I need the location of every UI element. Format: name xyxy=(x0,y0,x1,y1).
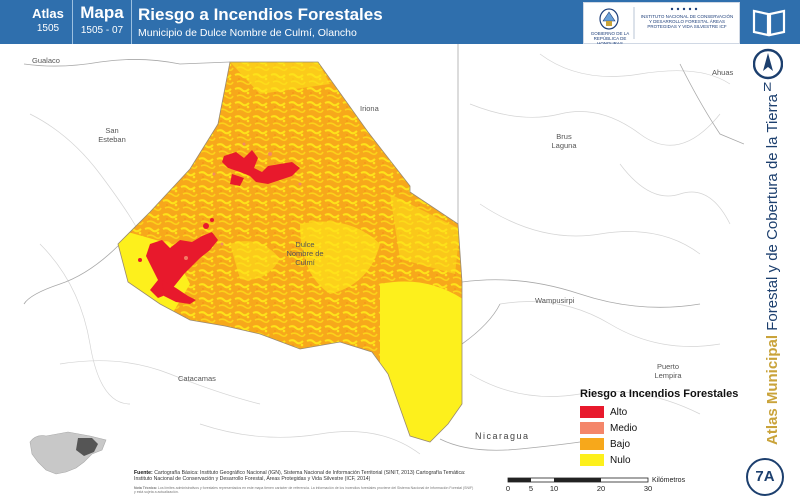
vertical-title-rest: Forestal y de Cobertura de la Tierra xyxy=(764,94,781,335)
source-label: Fuente: xyxy=(134,470,153,476)
legend-label-medio: Medio xyxy=(610,422,638,434)
logo-left-text: GOBIERNO DE LA REPÚBLICA DE HONDURAS xyxy=(590,31,630,46)
place-label-dulce-nombre: Dulce Nombre de Culmí xyxy=(286,240,324,267)
atlas-label: Atlas xyxy=(32,6,64,21)
scale-tick-5: 5 xyxy=(528,484,534,493)
institution-logos: GOBIERNO DE LA REPÚBLICA DE HONDURAS INS… xyxy=(583,2,740,46)
legend-label-bajo: Bajo xyxy=(610,438,631,450)
technical-note: Nota Técnica: Los límites administrativo… xyxy=(134,486,474,494)
atlas-code: 1505 xyxy=(36,23,60,34)
mapa-box: Mapa 1505 - 07 xyxy=(72,0,132,44)
legend-swatch-alto xyxy=(580,406,604,418)
coat-of-arms-icon xyxy=(599,7,698,39)
scale-tick-30: 30 xyxy=(643,484,653,493)
map-area: Gualaco San Esteban Iriona Brus Laguna A… xyxy=(0,44,744,500)
locator-map xyxy=(29,431,107,475)
place-label-nicaragua: Nicaragua xyxy=(475,431,530,441)
scale-unit: Kilómetros xyxy=(652,477,686,484)
legend-item-nulo: Nulo xyxy=(580,452,750,468)
place-label-puerto-lempira: Puerto Lempira xyxy=(654,362,682,380)
atlas-box: Atlas 1505 xyxy=(28,0,68,44)
scale-tick-0: 0 xyxy=(505,484,511,493)
place-label-iriona: Iriona xyxy=(360,104,379,113)
legend-swatch-bajo xyxy=(580,438,604,450)
legend-label-nulo: Nulo xyxy=(610,454,631,466)
scale-tick-10: 10 xyxy=(549,484,559,493)
place-label-brus-laguna: Brus Laguna xyxy=(551,132,577,150)
scale-bar-graphic xyxy=(507,477,649,483)
place-label-san-esteban: San Esteban xyxy=(98,126,126,144)
technical-note-label: Nota Técnica: xyxy=(134,486,157,490)
legend-item-alto: Alto xyxy=(580,404,750,420)
page-subtitle: Municipio de Dulce Nombre de Culmí, Olan… xyxy=(138,27,357,39)
legend-item-medio: Medio xyxy=(580,420,750,436)
scale-tick-20: 20 xyxy=(596,484,606,493)
river-lines xyxy=(29,53,731,455)
mapa-label: Mapa xyxy=(80,3,124,22)
boundary-lines xyxy=(23,44,744,451)
header-bar: Atlas 1505 Mapa 1505 - 07 Riesgo a Incen… xyxy=(0,0,800,46)
vertical-atlas-title: Atlas Municipal Forestal y de Cobertura … xyxy=(764,94,781,445)
source-text: Cartografía Básica: Instituto Geográfico… xyxy=(134,470,466,482)
header-titles: Riesgo a Incendios Forestales Municipio … xyxy=(138,5,383,39)
source-note: Fuente: Cartografía Básica: Instituto Ge… xyxy=(134,470,474,482)
legend-label-alto: Alto xyxy=(610,406,628,418)
legend-title: Riesgo a Incendios Forestales xyxy=(580,388,739,400)
page-title: Riesgo a Incendios Forestales xyxy=(138,5,383,24)
legend-item-bajo: Bajo xyxy=(580,436,750,452)
legend-swatch-medio xyxy=(580,422,604,434)
book-icon xyxy=(752,9,786,37)
medium-risk-areas xyxy=(184,142,302,260)
place-label-catacamas: Catacamas xyxy=(178,374,216,383)
north-label: N xyxy=(763,80,772,94)
place-label-gualaco: Gualaco xyxy=(32,56,60,65)
map-canvas xyxy=(23,44,744,500)
place-label-ahuas: Ahuas xyxy=(712,68,734,77)
map-number-badge: 7A xyxy=(746,458,784,496)
logo-right-text: INSTITUTO NACIONAL DE CONSERVACIÓN Y DES… xyxy=(640,14,734,29)
high-risk-areas xyxy=(138,150,300,304)
map-legend: Riesgo a Incendios Forestales Alto Medio… xyxy=(580,388,750,468)
vertical-title-bold: Atlas Municipal xyxy=(764,334,781,445)
scale-bar: 0 5 10 20 30 Kilómetros xyxy=(505,476,695,498)
technical-note-text: Los límites administrativos y forestales… xyxy=(134,486,474,495)
legend-swatch-nulo xyxy=(580,454,604,466)
north-arrow-icon xyxy=(753,48,783,80)
mapa-code: 1505 - 07 xyxy=(80,25,124,36)
place-label-wampusirpi: Wampusirpi xyxy=(535,296,575,305)
